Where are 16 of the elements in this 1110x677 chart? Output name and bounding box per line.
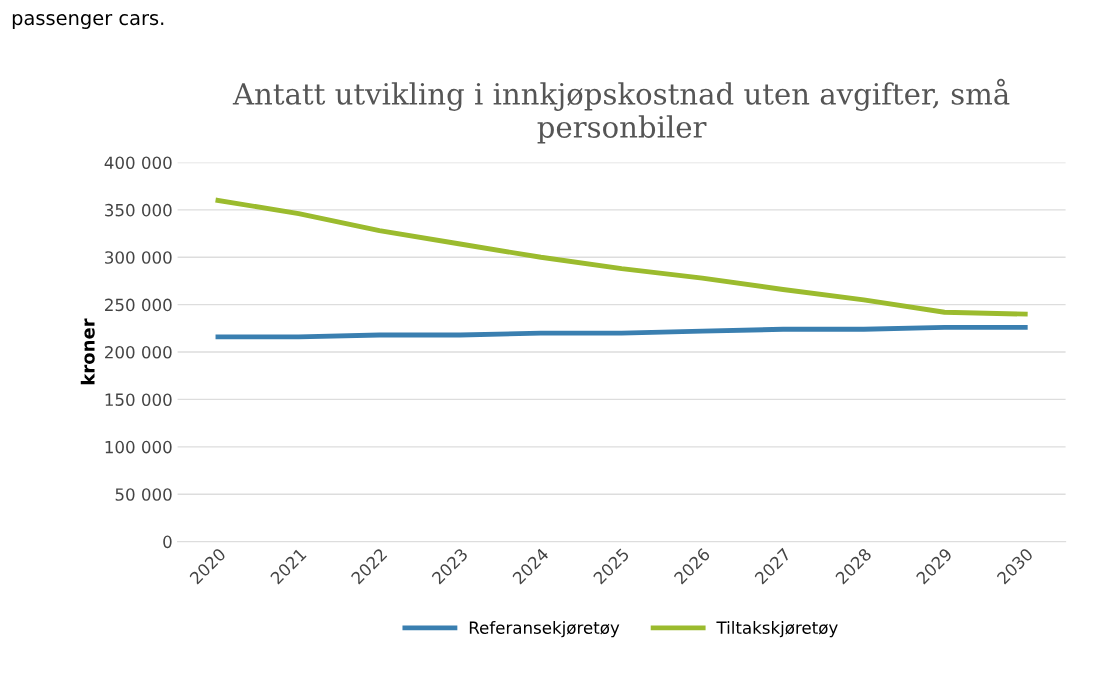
y-tick-label: 250 000	[105, 298, 172, 312]
y-tick-label: 150 000	[105, 393, 172, 406]
y-tick-label: 0	[163, 535, 172, 549]
y-tick-label: 50 000	[115, 488, 172, 501]
y-tick-label: 350 000	[105, 203, 172, 217]
chart-title: Antatt utvikling i innkjøpskostnad uten avgifter, små personbiler	[232, 78, 1010, 144]
legend-label: Referansekjøretøy	[469, 621, 620, 638]
y-tick-label: 400 000	[104, 156, 172, 170]
y-tick-label: 100 000	[105, 440, 172, 454]
line-series	[215, 324, 1028, 340]
y-tick-label: 300 000	[105, 251, 172, 264]
text: passenger cars.	[12, 14, 164, 29]
y-axis-title: kroner	[80, 318, 95, 385]
line-series	[215, 197, 1028, 317]
y-tick-label: 200 000	[105, 346, 172, 359]
legend-label: Tiltakskjøretøy	[716, 621, 838, 638]
